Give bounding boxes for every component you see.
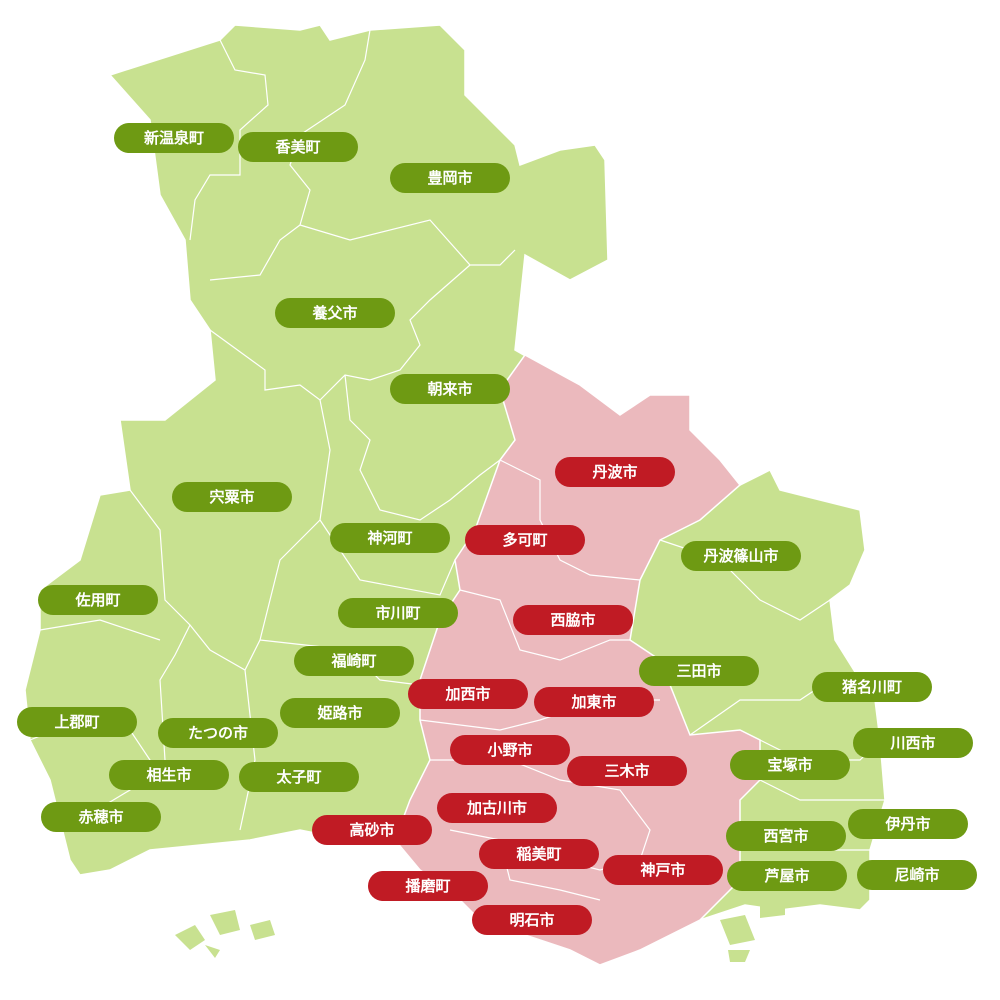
label-nishinomiya[interactable]: 西宮市 [726,821,846,851]
label-kawanishi[interactable]: 川西市 [853,728,973,758]
label-miki[interactable]: 三木市 [567,756,687,786]
label-shiso[interactable]: 宍粟市 [172,482,292,512]
label-harima[interactable]: 播磨町 [368,871,488,901]
label-aioi[interactable]: 相生市 [109,760,229,790]
label-akashi[interactable]: 明石市 [472,905,592,935]
label-kasai[interactable]: 加西市 [408,679,528,709]
label-taka[interactable]: 多可町 [465,525,585,555]
label-kato[interactable]: 加東市 [534,687,654,717]
label-inagawa[interactable]: 猪名川町 [812,672,932,702]
label-fukusaki[interactable]: 福崎町 [294,646,414,676]
label-sayo[interactable]: 佐用町 [38,585,158,615]
label-takarazuka[interactable]: 宝塚市 [730,750,850,780]
label-takasago[interactable]: 高砂市 [312,815,432,845]
label-kami[interactable]: 香美町 [238,132,358,162]
label-toyooka[interactable]: 豊岡市 [390,163,510,193]
label-asago[interactable]: 朝来市 [390,374,510,404]
label-yabu[interactable]: 養父市 [275,298,395,328]
label-ako[interactable]: 赤穂市 [41,802,161,832]
label-taishi[interactable]: 太子町 [239,762,359,792]
label-kamikawa[interactable]: 神河町 [330,523,450,553]
label-kobe[interactable]: 神戸市 [603,855,723,885]
islands [175,902,785,962]
label-tamba[interactable]: 丹波市 [555,457,675,487]
label-kamigori[interactable]: 上郡町 [17,707,137,737]
label-itami[interactable]: 伊丹市 [848,809,968,839]
label-ono[interactable]: 小野市 [450,735,570,765]
label-tamba-sasayama[interactable]: 丹波篠山市 [681,541,801,571]
label-shin-onsen[interactable]: 新温泉町 [114,123,234,153]
label-ichikawa[interactable]: 市川町 [338,598,458,628]
label-nishiwaki[interactable]: 西脇市 [513,605,633,635]
label-sanda[interactable]: 三田市 [639,656,759,686]
label-amagasaki[interactable]: 尼崎市 [857,860,977,890]
label-tatsuno[interactable]: たつの市 [158,718,278,748]
label-kakogawa[interactable]: 加古川市 [437,793,557,823]
label-himeji[interactable]: 姫路市 [280,698,400,728]
label-ashiya[interactable]: 芦屋市 [727,861,847,891]
label-inami[interactable]: 稲美町 [479,839,599,869]
